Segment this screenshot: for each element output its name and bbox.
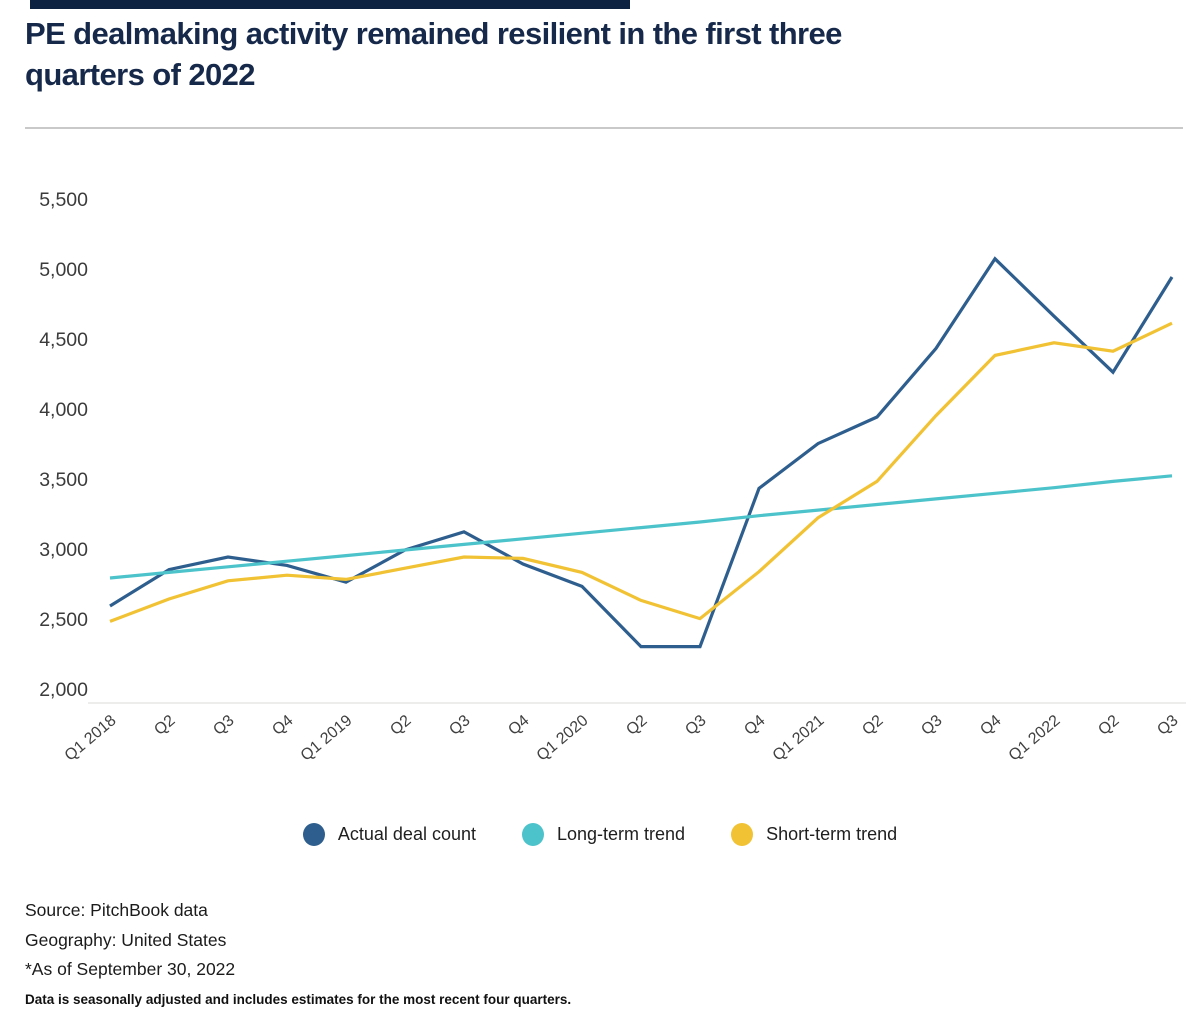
y-axis-tick-label: 3,500	[39, 469, 88, 491]
as-of-text: *As of September 30, 2022	[25, 959, 236, 979]
legend-label: Actual deal count	[337, 823, 476, 844]
x-axis-tick-label: Q1 2020	[534, 712, 592, 765]
x-axis-tick-label: Q3	[446, 712, 473, 739]
y-axis-tick-label: 5,000	[39, 259, 88, 281]
legend-swatch-short-term-trend	[731, 822, 754, 846]
x-axis-tick-label: Q2	[387, 712, 414, 739]
x-axis-tick-label: Q2	[859, 712, 886, 739]
x-axis-tick-label: Q1 2022	[1006, 712, 1064, 765]
geography-text: Geography: United States	[25, 929, 227, 950]
series-line-actual-deal-count	[109, 256, 1174, 649]
page-title-line-2: quarters of 2022	[25, 57, 256, 92]
y-axis-tick-label: 5,500	[39, 189, 88, 211]
x-axis-tick-label: Q1 2019	[298, 712, 356, 765]
source-text: Source: PitchBook data	[25, 900, 208, 920]
page-title: PE dealmaking activity remained resilien…	[25, 13, 1145, 95]
x-axis-tick-label: Q2	[151, 712, 178, 739]
x-axis-tick-label: Q2	[623, 712, 650, 739]
legend-swatch-long-term-trend	[521, 822, 544, 846]
legend-item: Short-term trend	[731, 822, 898, 846]
legend-label: Short-term trend	[766, 823, 898, 844]
chart-legend: Actual deal count Long-term trend Short-te…	[0, 817, 1200, 851]
legend-label: Long-term trend	[556, 823, 686, 844]
footer: Source: PitchBook data Geography: United…	[25, 896, 571, 1007]
y-axis-tick-label: 2,000	[39, 679, 88, 701]
x-axis-tick-label: Q3	[918, 712, 945, 739]
series-line-long-term-trend	[109, 474, 1173, 580]
y-axis-tick-label: 3,000	[39, 539, 88, 561]
series-line-short-term-trend	[109, 321, 1173, 623]
x-axis-tick-label: Q4	[741, 712, 768, 739]
x-axis-tick-label: Q4	[269, 712, 296, 739]
legend-item: Actual deal count	[302, 822, 476, 846]
y-axis-tick-label: 2,500	[39, 609, 88, 631]
legend-item: Long-term trend	[521, 822, 686, 846]
x-axis-tick-label: Q3	[210, 712, 237, 739]
x-axis-tick-label: Q4	[505, 712, 532, 739]
legend-swatch-actual-deal-count	[302, 822, 325, 846]
line-chart: 5,500 5,000 4,500 4,000 3,500 3,000 2,500 2,000…	[39, 189, 1186, 765]
x-axis-tick-label: Q3	[682, 712, 709, 739]
y-axis-tick-label: 4,000	[39, 399, 88, 421]
y-axis-tick-label: 4,500	[39, 329, 88, 351]
page-title-line-1: PE dealmaking activity remained resilien…	[25, 16, 842, 51]
header-accent-bar	[30, 0, 630, 9]
x-axis-tick-label: Q2	[1095, 712, 1122, 739]
footnote-text: Data is seasonally adjusted and includes…	[25, 991, 572, 1007]
title-divider	[25, 127, 1183, 129]
x-axis-tick-label: Q1 2018	[62, 712, 120, 765]
x-axis-tick-label: Q1 2021	[770, 712, 828, 765]
x-axis-tick-label: Q3	[1154, 712, 1181, 739]
x-axis-tick-label: Q4	[977, 712, 1004, 739]
